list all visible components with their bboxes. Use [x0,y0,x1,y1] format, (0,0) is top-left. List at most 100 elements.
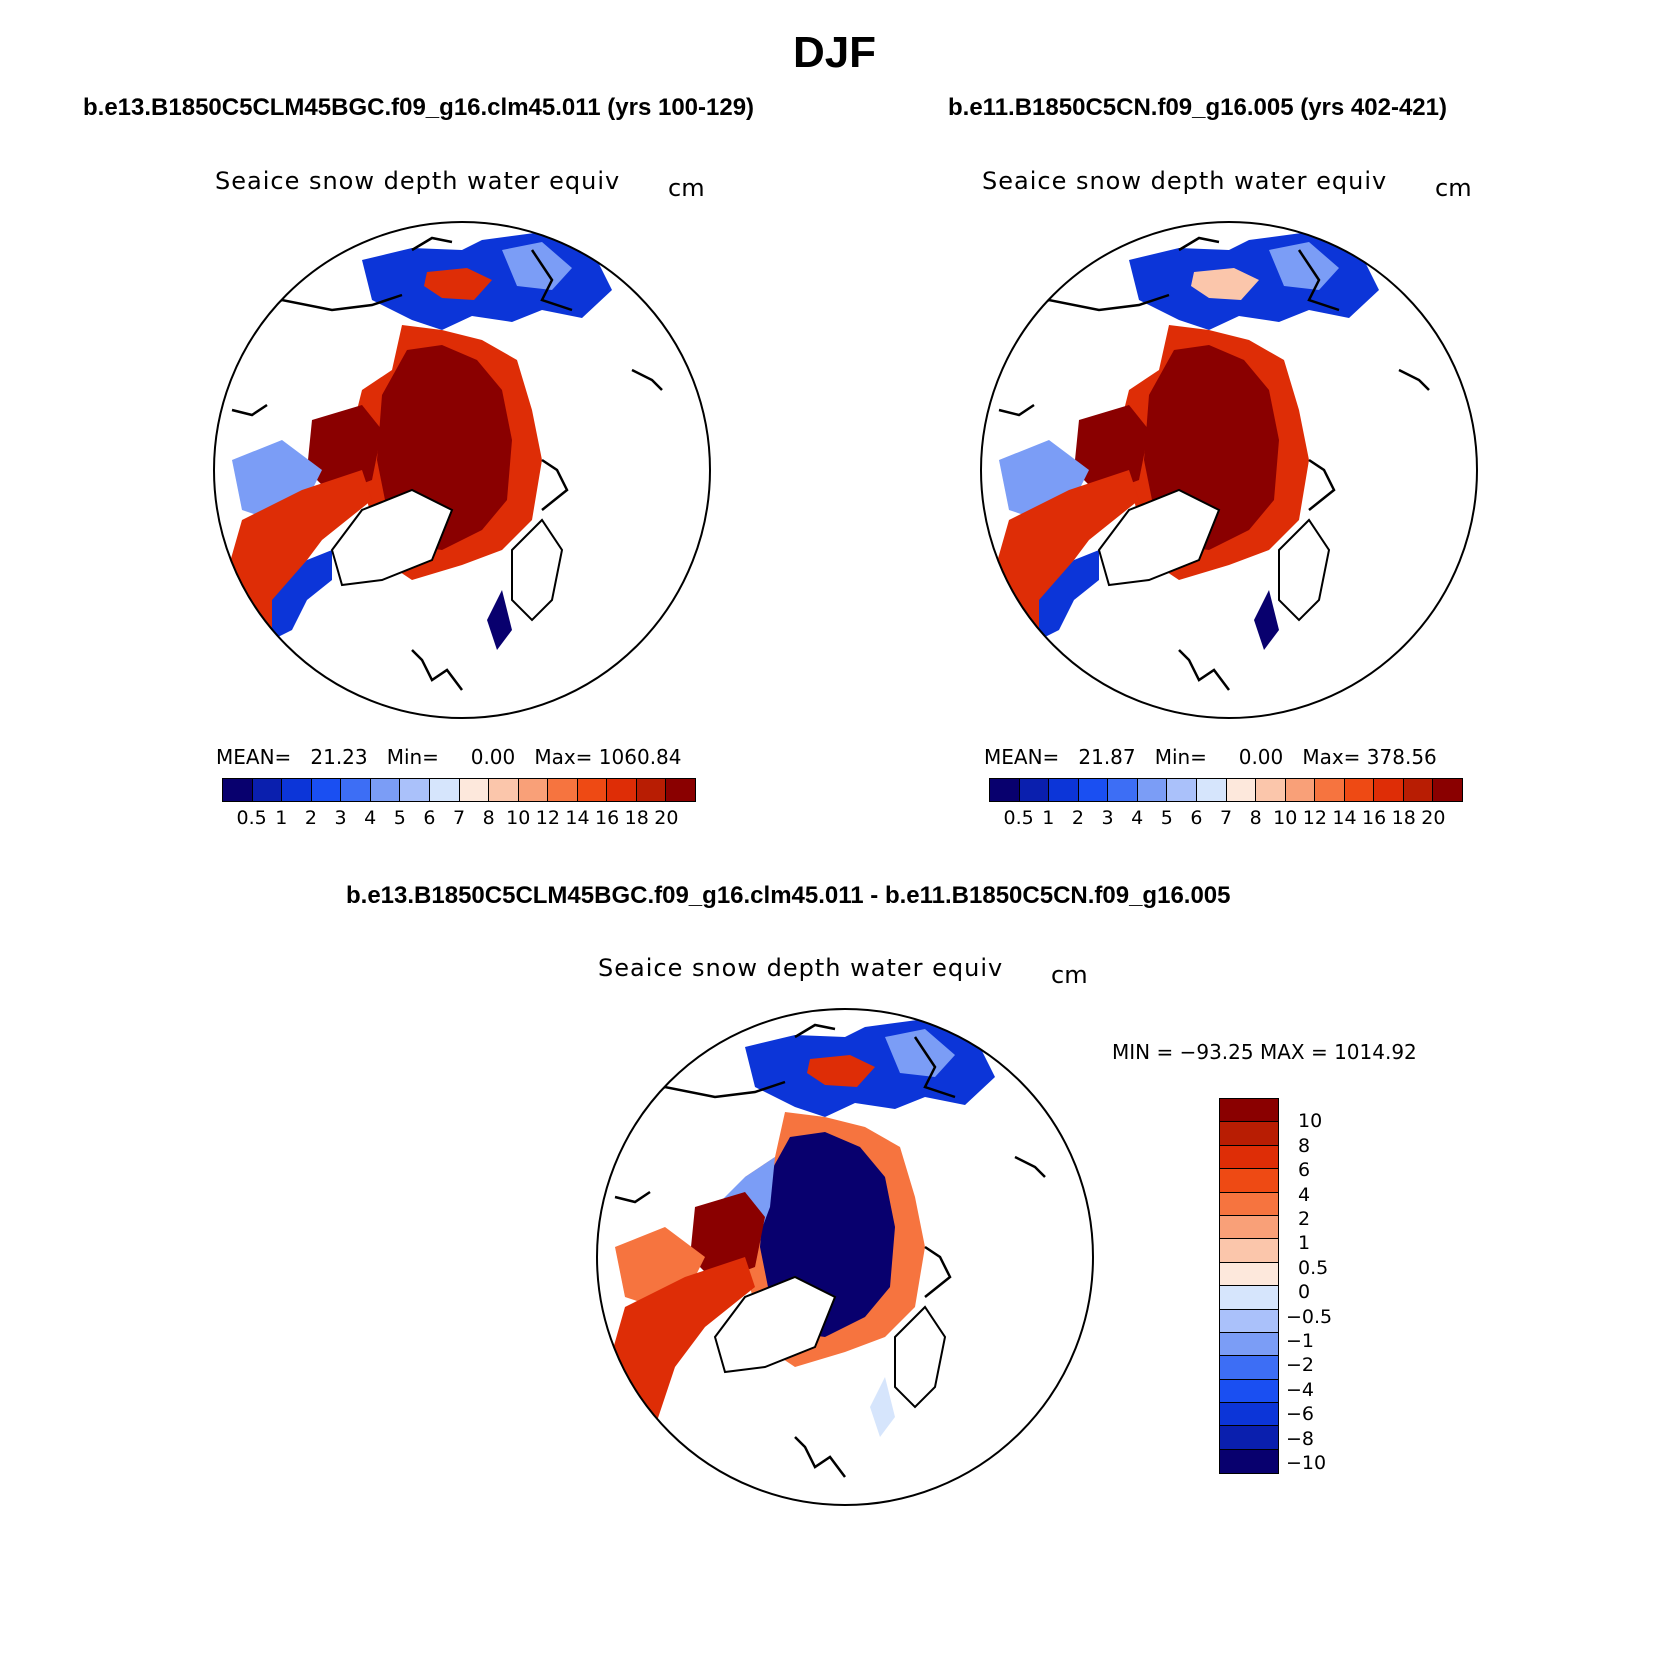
sea-ice-field [989,232,1430,691]
okhotsk-fill [1269,242,1339,290]
coastline [231,403,268,417]
labrador-fill [222,470,372,640]
left-polar-map [213,221,711,719]
right-colorbar-tick-label: 12 [1302,807,1327,829]
coastline [631,368,663,391]
right-colorbar-swatch [1196,779,1227,801]
archipelago-fill [690,1192,765,1282]
sea-ice-field [222,232,663,691]
diff-colorbar-swatch [1220,1426,1278,1450]
diff-plot-title: Seaice snow depth water equiv [598,954,1004,982]
right-colorbar-swatch [1137,779,1168,801]
left-colorbar-tick-label: 6 [423,807,436,829]
right-colorbar-swatches [989,778,1463,802]
left-colorbar-swatch [636,779,667,801]
labrador-fill [605,1257,755,1427]
right-colorbar-tick-label: 7 [1219,807,1233,829]
left-colorbar-ticks: 0.5 1 2 3 4 5 6 7 8 10 12 14 16 18 20 [222,807,696,831]
labrador-edge-fill [272,550,332,640]
right-colorbar-swatch [1226,779,1257,801]
bering-center-fill [1191,268,1259,300]
right-colorbar-swatch [990,779,1020,801]
right-colorbar-swatch [1344,779,1375,801]
left-colorbar-swatch [548,779,578,801]
coastline [411,649,463,691]
coastline [794,1023,836,1039]
diff-colorbar-tick-label: −6 [1286,1403,1315,1426]
left-colorbar-swatch [370,779,401,801]
left-colorbar-tick-label: 12 [535,807,560,829]
right-colorbar-swatch [1049,779,1079,801]
left-colorbar-swatch [341,779,371,801]
right-colorbar-swatch [1108,779,1138,801]
right-colorbar-tick-label: 18 [1391,807,1416,829]
left-colorbar-tick-label: 18 [624,807,649,829]
coastline [1178,649,1230,691]
right-colorbar-swatch [1403,779,1434,801]
diff-colorbar-tick-label: 6 [1298,1159,1311,1182]
left-colorbar-tick-label: 7 [452,807,466,829]
left-colorbar: 0.5 1 2 3 4 5 6 7 8 10 12 14 16 18 20 [222,778,696,831]
diff-colorbar-swatch [1220,1309,1278,1333]
diff-polar-map [596,1008,1094,1506]
left-colorbar-tick-label: 3 [334,807,347,829]
archipelago-fill [307,405,382,495]
okhotsk-fill [502,242,572,290]
left-colorbar-swatch [282,779,312,801]
coastline [1178,236,1220,252]
diff-colorbar-tick-label: 4 [1298,1183,1311,1206]
okhotsk-fill [885,1029,955,1077]
diff-colorbar-tick-label: −0.5 [1286,1305,1333,1328]
coastline [794,1436,846,1478]
greenland-land [713,1275,837,1374]
bering-center-fill [807,1055,875,1087]
left-colorbar-tick-label: 16 [595,807,620,829]
right-colorbar-tick-label: 20 [1421,807,1446,829]
greenland-land [1097,488,1221,587]
right-plot-title: Seaice snow depth water equiv [982,167,1388,195]
diff-colorbar-tick-label: 1 [1298,1232,1311,1255]
greenland-land [330,488,454,587]
right-colorbar-swatch [1285,779,1316,801]
right-colorbar: 0.5 1 2 3 4 5 6 7 8 10 12 14 16 18 20 [989,778,1463,831]
diff-colorbar-tick-label: −2 [1286,1354,1315,1377]
left-colorbar-swatch [489,779,519,801]
coastline [614,1190,651,1204]
left-colorbar-swatch [429,779,460,801]
left-colorbar-swatch [459,779,490,801]
left-case-title: b.e13.B1850C5CLM45BGC.f09_g16.clm45.011 … [83,94,755,121]
diff-colorbar-tick-label: 10 [1298,1110,1323,1133]
diff-colorbar-swatch [1220,1215,1278,1240]
left-colorbar-swatch [223,779,253,801]
left-colorbar-swatches [222,778,696,802]
coastline [1308,458,1336,511]
diff-colorbar-swatches [1219,1098,1279,1475]
diff-colorbar-swatch [1220,1192,1278,1216]
left-colorbar-swatch [577,779,608,801]
right-colorbar-swatch [1019,779,1050,801]
right-colorbar-tick-label: 8 [1249,807,1262,829]
scandinavia-land [1278,518,1331,622]
left-unit: cm [668,174,705,202]
left-colorbar-tick-label: 20 [654,807,679,829]
left-stats: MEAN= 21.23 Min= 0.00 Max= 1060.84 [216,745,682,769]
right-colorbar-tick-label: 16 [1362,807,1387,829]
diff-colorbar-swatch [1220,1145,1278,1170]
diff-colorbar-swatch [1220,1449,1278,1474]
left-colorbar-tick-label: 14 [565,807,590,829]
diff-colorbar-tick-label: −10 [1286,1452,1327,1474]
right-colorbar-swatch [1433,779,1462,801]
right-polar-map [980,221,1478,719]
baltic-fill [1254,590,1279,650]
right-colorbar-swatch [1374,779,1404,801]
diff-colorbar-swatch [1220,1239,1278,1263]
left-colorbar-tick-label: 4 [364,807,377,829]
diff-colorbar-tick-label: −1 [1286,1330,1315,1352]
left-colorbar-tick-label: 1 [275,807,288,829]
main-title: DJF [792,28,877,77]
map-boundary-circle [596,1008,1094,1506]
left-colorbar-tick-label: 10 [506,807,531,829]
coastline [530,249,573,312]
diff-unit: cm [1051,961,1088,989]
coastline [913,1036,956,1099]
